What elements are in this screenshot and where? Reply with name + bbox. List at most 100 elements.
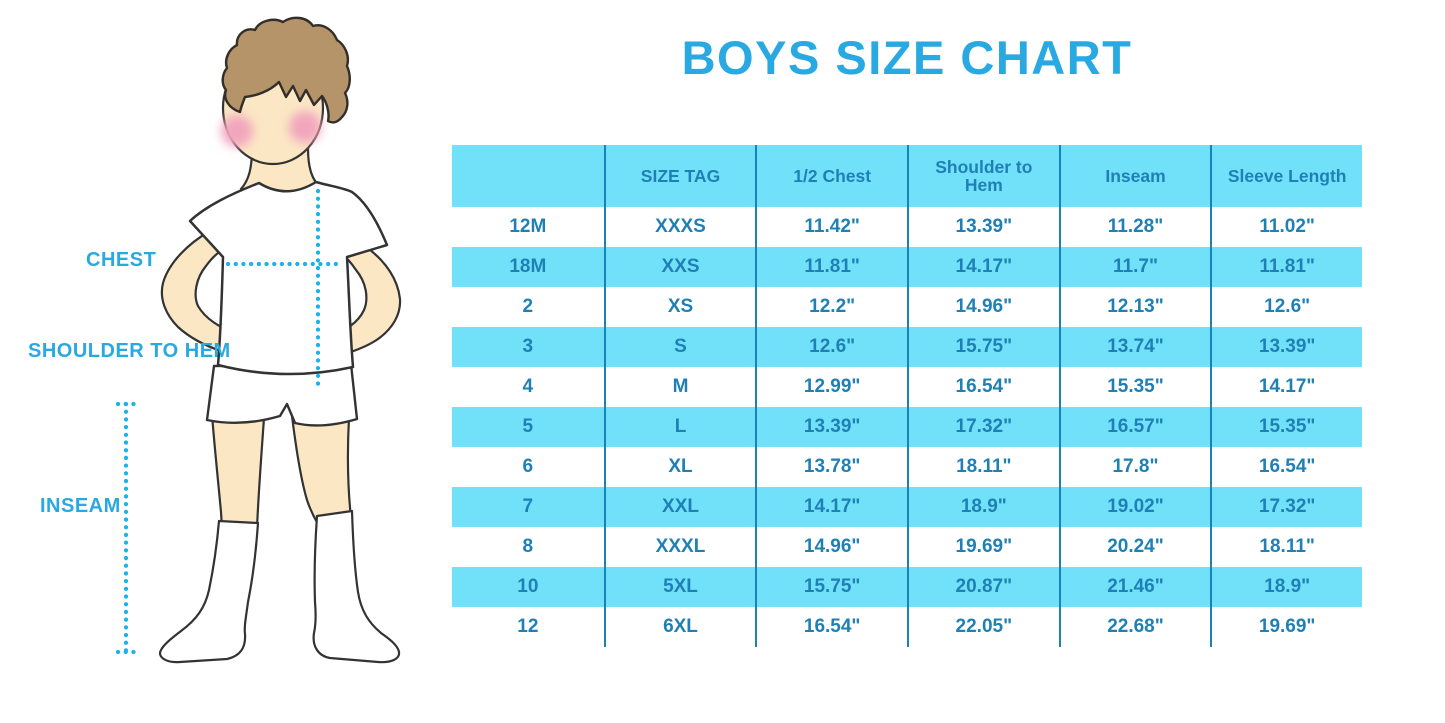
row-size-cell: 4 — [522, 376, 534, 398]
value-cell: 5XL — [603, 567, 756, 607]
size-table-body: 12M XXXS 11.42" 13.39" 11.28" 11.02" 18M XXS 11.… — [452, 207, 1362, 647]
value-cell: 18.9" — [907, 487, 1059, 527]
row-size-cell: 10 — [517, 576, 539, 598]
value-cell: 20.24" — [1058, 527, 1211, 567]
table-row: 6 XL 13.78" 18.11" 17.8" 16.54" — [452, 447, 1362, 487]
value-cell: XS — [603, 287, 756, 327]
value-cell: 13.39" — [1210, 327, 1362, 367]
shoulder-to-hem-label: SHOULDER TO HEM — [28, 340, 231, 362]
value-cell: 11.7" — [1058, 247, 1211, 287]
row-size-cell: 12 — [517, 616, 539, 638]
table-row: 8 XXXL 14.96" 19.69" 20.24" 18.11" — [452, 527, 1362, 567]
value-cell: 13.78" — [755, 447, 907, 487]
value-cell: 17.32" — [907, 407, 1059, 447]
boy-illustration — [115, 16, 402, 664]
value-cell: 12.13" — [1058, 287, 1211, 327]
row-size-cell: 8 — [522, 536, 534, 558]
value-cell: 19.69" — [907, 527, 1059, 567]
header-cell: Shoulder to Hem — [907, 145, 1059, 207]
boy-shorts — [205, 362, 359, 427]
value-cell: 13.39" — [907, 207, 1059, 247]
row-size-cell: 3 — [522, 336, 534, 358]
value-cell: 11.28" — [1058, 207, 1211, 247]
value-cell: 11.81" — [1210, 247, 1362, 287]
value-cell: 16.57" — [1058, 407, 1211, 447]
value-cell: XXS — [603, 247, 756, 287]
header-cell: 1/2 Chest — [755, 145, 907, 207]
value-cell: 14.17" — [907, 247, 1059, 287]
inseam-label: INSEAM — [40, 495, 121, 517]
value-cell: 18.11" — [907, 447, 1059, 487]
boy-right-leg — [290, 414, 353, 526]
header-cell — [452, 145, 604, 207]
row-size-cell: 12M — [509, 216, 547, 238]
value-cell: 16.54" — [755, 607, 907, 647]
value-cell: 12.6" — [755, 327, 907, 367]
row-size-cell: 7 — [522, 496, 534, 518]
value-cell: 13.39" — [755, 407, 907, 447]
row-size-cell: 2 — [522, 296, 534, 318]
boy-hair — [221, 16, 351, 124]
value-cell: 6XL — [603, 607, 756, 647]
value-cell: 17.8" — [1058, 447, 1211, 487]
table-row: 5 L 13.39" 17.32" 16.57" 15.35" — [452, 407, 1362, 447]
value-cell: 22.68" — [1058, 607, 1211, 647]
boy-left-sock — [158, 519, 260, 664]
boy-right-sock — [312, 509, 401, 664]
row-size-cell: 6 — [522, 456, 534, 478]
boy-left-leg — [210, 413, 266, 531]
value-cell: 15.35" — [1058, 367, 1211, 407]
value-cell: 18.11" — [1210, 527, 1362, 567]
value-cell: 22.05" — [907, 607, 1059, 647]
value-cell: 12.2" — [755, 287, 907, 327]
value-cell: 17.32" — [1210, 487, 1362, 527]
table-row: 4 M 12.99" 16.54" 15.35" 14.17" — [452, 367, 1362, 407]
row-size-cell: 18M — [509, 256, 547, 278]
value-cell: 15.35" — [1210, 407, 1362, 447]
value-cell: 14.17" — [755, 487, 907, 527]
value-cell: 14.96" — [907, 287, 1059, 327]
value-cell: 16.54" — [1210, 447, 1362, 487]
value-cell: M — [603, 367, 756, 407]
value-cell: 19.02" — [1058, 487, 1211, 527]
value-cell: XXXS — [603, 207, 756, 247]
value-cell: 19.69" — [1210, 607, 1362, 647]
header-cell: Sleeve Length — [1210, 145, 1362, 207]
value-cell: XXXL — [603, 527, 756, 567]
table-row: 10 5XL 15.75" 20.87" 21.46" 18.9" — [452, 567, 1362, 607]
value-cell: 20.87" — [907, 567, 1059, 607]
value-cell: 13.74" — [1058, 327, 1211, 367]
size-table: SIZE TAG 1/2 Chest Shoulder to Hem Inseam Sl… — [452, 145, 1362, 647]
page-title: BOYS SIZE CHART — [681, 31, 1133, 84]
table-row: 12M XXXS 11.42" 13.39" 11.28" 11.02" — [452, 207, 1362, 247]
table-row: 3 S 12.6" 15.75" 13.74" 13.39" — [452, 327, 1362, 367]
inseam-dotted-line — [115, 401, 144, 655]
value-cell: 11.02" — [1210, 207, 1362, 247]
value-cell: 16.54" — [907, 367, 1059, 407]
value-cell: 18.9" — [1210, 567, 1362, 607]
header-cell: Inseam — [1058, 145, 1211, 207]
value-cell: 15.75" — [907, 327, 1059, 367]
header-cell: SIZE TAG — [603, 145, 756, 207]
boy-blush-left — [221, 115, 253, 147]
table-row: 18M XXS 11.81" 14.17" 11.7" 11.81" — [452, 247, 1362, 287]
table-row: 12 6XL 16.54" 22.05" 22.68" 19.69" — [452, 607, 1362, 647]
value-cell: 12.6" — [1210, 287, 1362, 327]
size-table-header-row: SIZE TAG 1/2 Chest Shoulder to Hem Inseam Sl… — [452, 145, 1362, 207]
value-cell: 11.81" — [755, 247, 907, 287]
value-cell: 11.42" — [755, 207, 907, 247]
table-row: 7 XXL 14.17" 18.9" 19.02" 17.32" — [452, 487, 1362, 527]
value-cell: XL — [603, 447, 756, 487]
row-size-cell: 5 — [522, 416, 534, 438]
value-cell: S — [603, 327, 756, 367]
boy-blush-right — [289, 111, 321, 143]
measurement-figure: CHEST SHOULDER TO HEM INSEAM — [0, 0, 450, 723]
chest-label: CHEST — [86, 249, 157, 271]
table-row: 2 XS 12.2" 14.96" 12.13" 12.6" — [452, 287, 1362, 327]
value-cell: 12.99" — [755, 367, 907, 407]
value-cell: L — [603, 407, 756, 447]
value-cell: 14.17" — [1210, 367, 1362, 407]
value-cell: 14.96" — [755, 527, 907, 567]
value-cell: 21.46" — [1058, 567, 1211, 607]
